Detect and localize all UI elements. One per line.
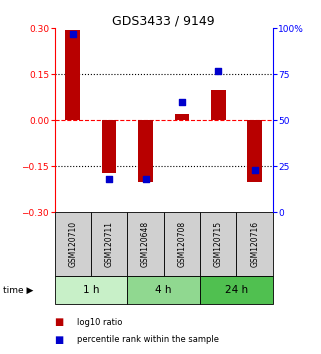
Point: [70, 31, 75, 37]
Text: 24 h: 24 h: [225, 285, 248, 295]
Bar: [247, 120, 262, 182]
Bar: [138, 120, 153, 182]
Point: [179, 99, 185, 105]
FancyBboxPatch shape: [200, 212, 237, 276]
Point: [252, 167, 257, 173]
Text: log10 ratio: log10 ratio: [77, 318, 122, 327]
Bar: [65, 30, 80, 120]
Text: GSM120711: GSM120711: [105, 221, 114, 267]
FancyBboxPatch shape: [164, 212, 200, 276]
FancyBboxPatch shape: [200, 276, 273, 304]
FancyBboxPatch shape: [237, 212, 273, 276]
Text: ■: ■: [55, 335, 64, 345]
Title: GDS3433 / 9149: GDS3433 / 9149: [112, 14, 215, 27]
Text: GSM120710: GSM120710: [68, 221, 77, 267]
Point: [143, 176, 148, 182]
Text: GSM120648: GSM120648: [141, 221, 150, 267]
FancyBboxPatch shape: [55, 212, 91, 276]
Bar: [175, 114, 189, 120]
FancyBboxPatch shape: [127, 276, 200, 304]
Text: GSM120715: GSM120715: [214, 221, 223, 267]
Point: [216, 68, 221, 74]
Text: percentile rank within the sample: percentile rank within the sample: [77, 335, 219, 344]
FancyBboxPatch shape: [55, 276, 127, 304]
Text: GSM120708: GSM120708: [178, 221, 187, 267]
Bar: [211, 90, 226, 120]
FancyBboxPatch shape: [91, 212, 127, 276]
Text: 4 h: 4 h: [155, 285, 172, 295]
Bar: [102, 120, 117, 172]
Text: time ▶: time ▶: [3, 286, 34, 295]
Text: 1 h: 1 h: [83, 285, 99, 295]
FancyBboxPatch shape: [127, 212, 164, 276]
Point: [107, 176, 112, 182]
Text: ■: ■: [55, 317, 64, 327]
Text: GSM120716: GSM120716: [250, 221, 259, 267]
